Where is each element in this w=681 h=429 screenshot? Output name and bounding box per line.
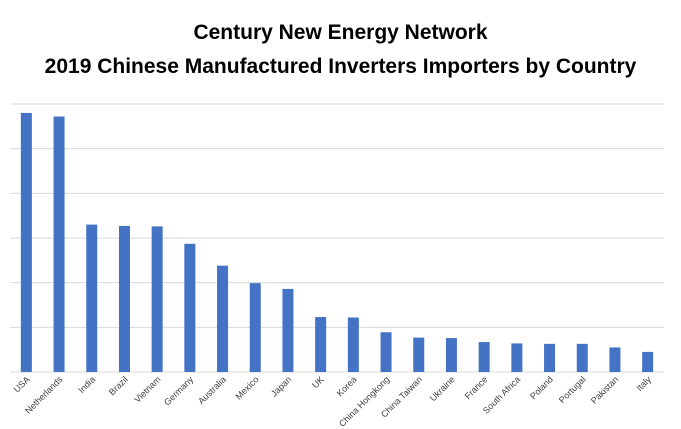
x-tick-label: Portugal (557, 374, 588, 405)
bar (184, 243, 196, 372)
bar (445, 338, 457, 372)
bar (315, 317, 327, 372)
x-tick-label: Pakistan (589, 374, 620, 405)
bar (642, 351, 654, 372)
x-tick-label: Brazil (107, 374, 130, 397)
bar (576, 343, 588, 372)
bar (478, 342, 490, 372)
x-tick-label: Ukraine (428, 374, 457, 403)
x-tick-label: Japan (269, 374, 293, 398)
x-tick-label: Germany (162, 374, 196, 408)
x-tick-label: Mexico (233, 374, 260, 401)
x-tick-label: India (76, 374, 97, 395)
bar (413, 337, 425, 372)
bars (20, 112, 654, 372)
bar (282, 288, 294, 372)
bar (20, 112, 32, 372)
bar (347, 317, 359, 372)
x-tick-label: Italy (634, 374, 653, 393)
chart-title: Century New Energy Network (193, 21, 488, 44)
x-tick-label: Vietnam (132, 374, 162, 404)
bar (249, 283, 261, 372)
bar (380, 332, 392, 372)
x-tick-label: Australia (196, 374, 228, 406)
bar (511, 343, 523, 372)
bar (609, 347, 621, 372)
bar (151, 226, 163, 372)
gridlines (10, 103, 664, 373)
x-tick-label: UK (310, 374, 326, 390)
x-tick-label: France (463, 374, 490, 401)
chart-subtitle: 2019 Chinese Manufactured Inverters Impo… (44, 55, 637, 78)
bar (53, 116, 65, 372)
x-tick-label: USA (12, 374, 32, 394)
x-tick-label: Korea (335, 374, 359, 398)
bar (217, 265, 229, 372)
bar (544, 343, 556, 372)
x-tick-label: Poland (528, 374, 555, 401)
bar (118, 225, 130, 372)
bar (86, 224, 98, 372)
